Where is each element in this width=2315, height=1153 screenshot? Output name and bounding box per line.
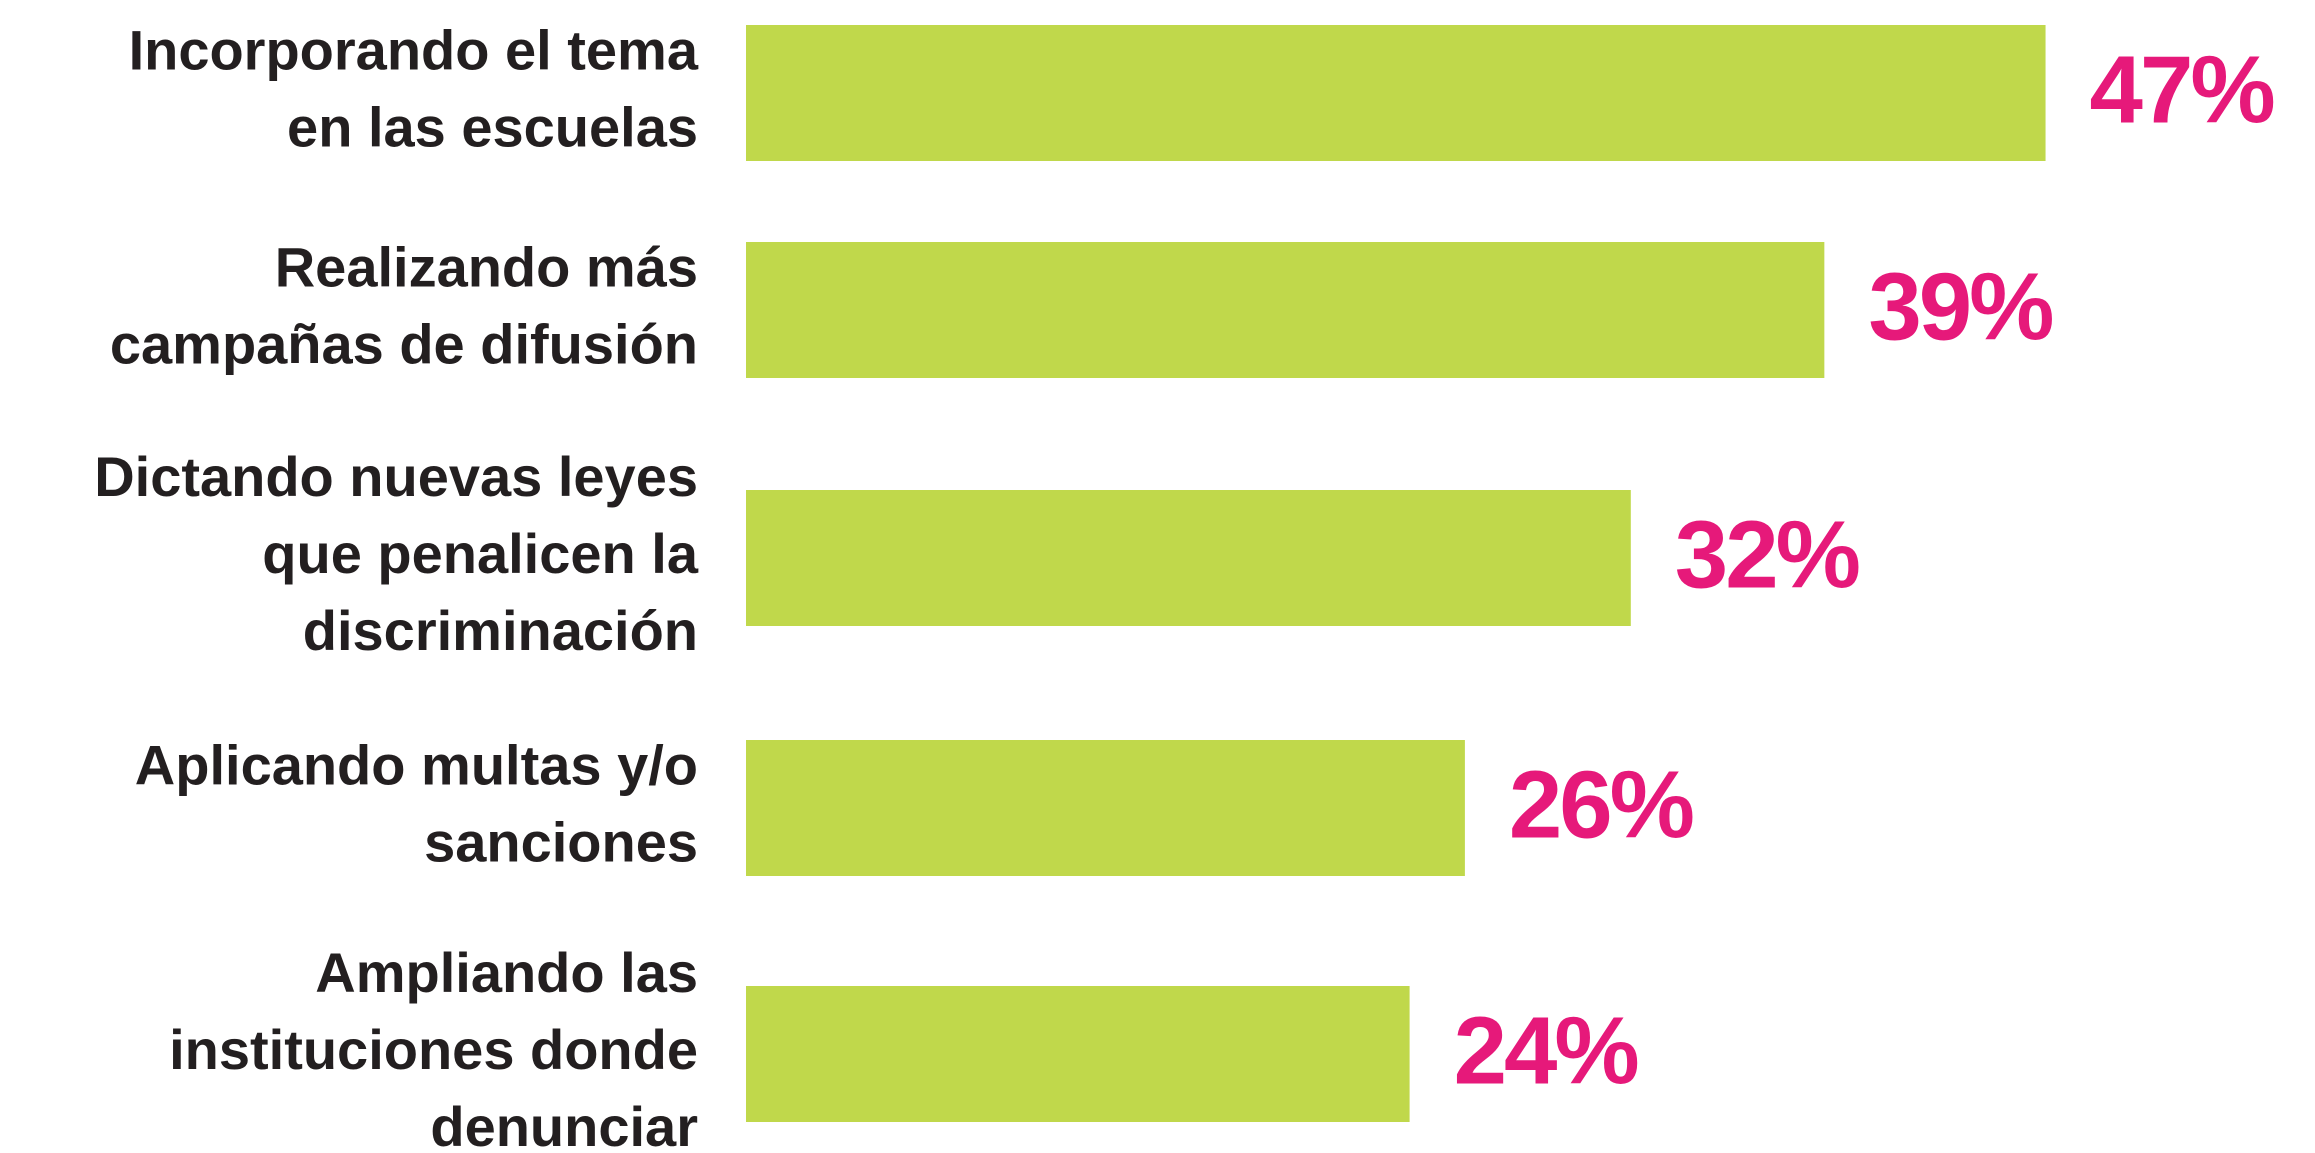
category-label: Dictando nuevas leyes que penalicen la dis… bbox=[94, 445, 699, 662]
category-line: discriminación bbox=[303, 599, 698, 662]
category-label: Aplicando multas y/o sanciones bbox=[135, 733, 698, 873]
category-line: campañas de difusión bbox=[110, 312, 698, 375]
category-line: sanciones bbox=[424, 810, 698, 873]
category-label: Incorporando el tema en las escuelas bbox=[129, 18, 699, 158]
category-line: denunciar bbox=[430, 1095, 698, 1153]
category-line: que penalicen la bbox=[262, 522, 699, 585]
category-line: instituciones donde bbox=[169, 1018, 698, 1081]
category-label: Ampliando las instituciones donde denuncia… bbox=[169, 941, 698, 1153]
category-line: en las escuelas bbox=[287, 95, 698, 158]
bar bbox=[746, 986, 1410, 1122]
value-label: 26% bbox=[1509, 751, 1693, 858]
value-label: 47% bbox=[2090, 36, 2274, 143]
category-line: Ampliando las bbox=[315, 941, 698, 1004]
value-label: 24% bbox=[1454, 997, 1638, 1104]
bar bbox=[746, 242, 1825, 378]
bar bbox=[746, 740, 1465, 876]
value-label: 32% bbox=[1675, 501, 1859, 608]
value-label: 39% bbox=[1868, 253, 2052, 360]
category-line: Incorporando el tema bbox=[129, 18, 699, 81]
bar bbox=[746, 490, 1631, 626]
category-line: Dictando nuevas leyes bbox=[94, 445, 698, 508]
category-label: Realizando más campañas de difusión bbox=[110, 235, 698, 375]
category-line: Aplicando multas y/o bbox=[135, 733, 698, 796]
category-line: Realizando más bbox=[275, 235, 698, 298]
bar bbox=[746, 25, 2046, 161]
